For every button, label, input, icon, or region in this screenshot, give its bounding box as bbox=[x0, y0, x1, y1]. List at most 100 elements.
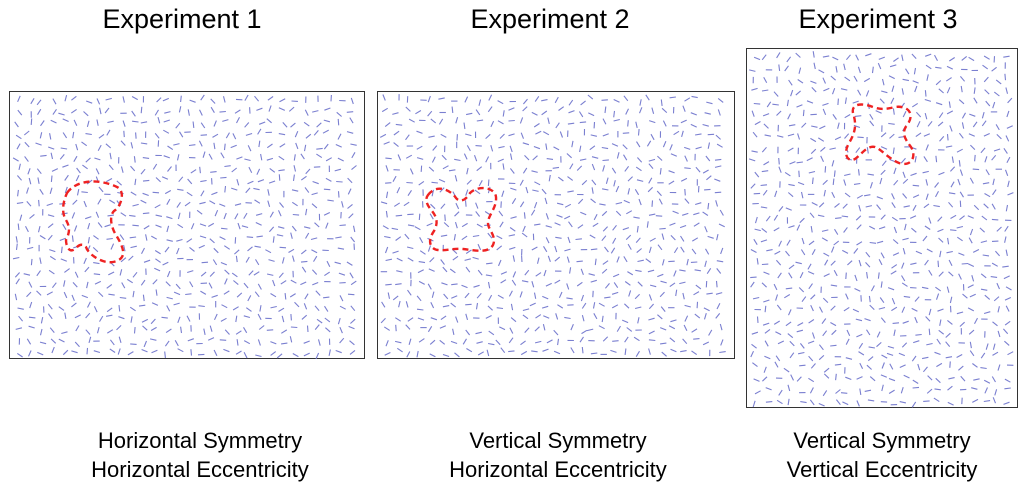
texture-line bbox=[385, 258, 393, 262]
texture-line bbox=[613, 118, 620, 122]
texture-line bbox=[822, 102, 829, 106]
texture-line bbox=[948, 259, 953, 267]
texture-line bbox=[627, 271, 634, 276]
texture-line bbox=[542, 348, 549, 352]
texture-line bbox=[220, 261, 228, 266]
texture-line bbox=[290, 279, 297, 284]
texture-line bbox=[164, 351, 166, 358]
texture-line bbox=[92, 246, 99, 253]
texture-line bbox=[669, 144, 673, 151]
texture-line bbox=[465, 266, 471, 273]
texture-line bbox=[1005, 286, 1012, 291]
texture-line bbox=[60, 147, 68, 150]
texture-line bbox=[478, 180, 483, 187]
texture-line bbox=[684, 198, 690, 204]
texture-line bbox=[324, 317, 331, 323]
texture-line bbox=[778, 157, 780, 165]
texture-line bbox=[476, 119, 484, 122]
texture-line bbox=[818, 354, 825, 361]
texture-line bbox=[925, 316, 931, 322]
texture-line bbox=[473, 284, 480, 288]
texture-line bbox=[968, 133, 975, 137]
texture-line bbox=[763, 123, 769, 129]
texture-line bbox=[81, 191, 88, 194]
texture-line bbox=[854, 115, 862, 117]
texture-line bbox=[522, 308, 530, 312]
texture-line bbox=[466, 348, 473, 353]
texture-line bbox=[958, 132, 964, 139]
texture-line bbox=[328, 349, 331, 356]
texture-line bbox=[938, 271, 944, 277]
texture-line bbox=[831, 88, 836, 95]
texture-line bbox=[62, 132, 68, 139]
texture-line bbox=[750, 276, 757, 279]
line-texture bbox=[748, 51, 1014, 408]
texture-line bbox=[859, 388, 862, 395]
texture-line bbox=[222, 96, 226, 103]
texture-line bbox=[786, 239, 791, 246]
texture-line bbox=[637, 259, 644, 263]
texture-line bbox=[431, 291, 435, 298]
texture-line bbox=[104, 107, 110, 114]
texture-line bbox=[243, 282, 249, 289]
texture-line bbox=[71, 350, 78, 354]
texture-line bbox=[407, 289, 412, 296]
texture-line bbox=[187, 178, 193, 185]
texture-line bbox=[790, 374, 794, 381]
texture-line bbox=[545, 282, 552, 287]
texture-line bbox=[441, 154, 447, 161]
texture-line bbox=[497, 100, 504, 105]
texture-line bbox=[991, 66, 997, 72]
texture-line bbox=[924, 259, 929, 266]
texture-line bbox=[323, 212, 331, 216]
texture-line bbox=[213, 120, 217, 127]
texture-line bbox=[934, 182, 940, 188]
texture-line bbox=[880, 146, 888, 150]
texture-line bbox=[719, 209, 724, 216]
experiment-2-stimulus-panel bbox=[377, 91, 735, 359]
texture-line bbox=[257, 339, 261, 346]
texture-line bbox=[535, 272, 542, 277]
texture-line bbox=[451, 295, 458, 299]
texture-line bbox=[385, 191, 389, 199]
texture-line bbox=[569, 163, 574, 170]
texture-line bbox=[291, 255, 295, 262]
texture-line bbox=[396, 187, 401, 194]
texture-line bbox=[86, 100, 93, 104]
texture-line bbox=[898, 352, 906, 357]
texture-line bbox=[464, 96, 469, 103]
texture-line bbox=[914, 316, 918, 324]
texture-line bbox=[292, 213, 300, 216]
texture-line bbox=[316, 122, 322, 128]
texture-line bbox=[845, 338, 850, 345]
texture-line bbox=[442, 165, 449, 170]
texture-line bbox=[776, 110, 782, 116]
texture-line bbox=[414, 226, 421, 231]
texture-line bbox=[18, 315, 24, 322]
texture-line bbox=[753, 102, 761, 105]
texture-line bbox=[63, 280, 66, 287]
texture-line bbox=[992, 189, 997, 196]
texture-line bbox=[876, 204, 882, 210]
texture-line bbox=[72, 282, 78, 288]
texture-line bbox=[853, 248, 859, 254]
texture-line bbox=[753, 378, 760, 382]
texture-line bbox=[672, 210, 679, 215]
texture-line bbox=[945, 341, 951, 347]
texture-line bbox=[910, 172, 917, 177]
texture-line bbox=[704, 226, 708, 233]
texture-line bbox=[648, 158, 656, 162]
texture-line bbox=[430, 302, 435, 309]
texture-line bbox=[534, 340, 542, 344]
texture-line bbox=[466, 179, 472, 185]
texture-line bbox=[821, 318, 827, 325]
texture-line bbox=[487, 179, 490, 186]
texture-line bbox=[312, 110, 319, 113]
texture-line bbox=[93, 262, 100, 265]
texture-line bbox=[176, 238, 183, 242]
texture-line bbox=[14, 293, 18, 301]
texture-line bbox=[936, 338, 941, 345]
texture-line bbox=[938, 171, 945, 176]
texture-line bbox=[695, 133, 702, 136]
texture-line bbox=[775, 259, 782, 266]
